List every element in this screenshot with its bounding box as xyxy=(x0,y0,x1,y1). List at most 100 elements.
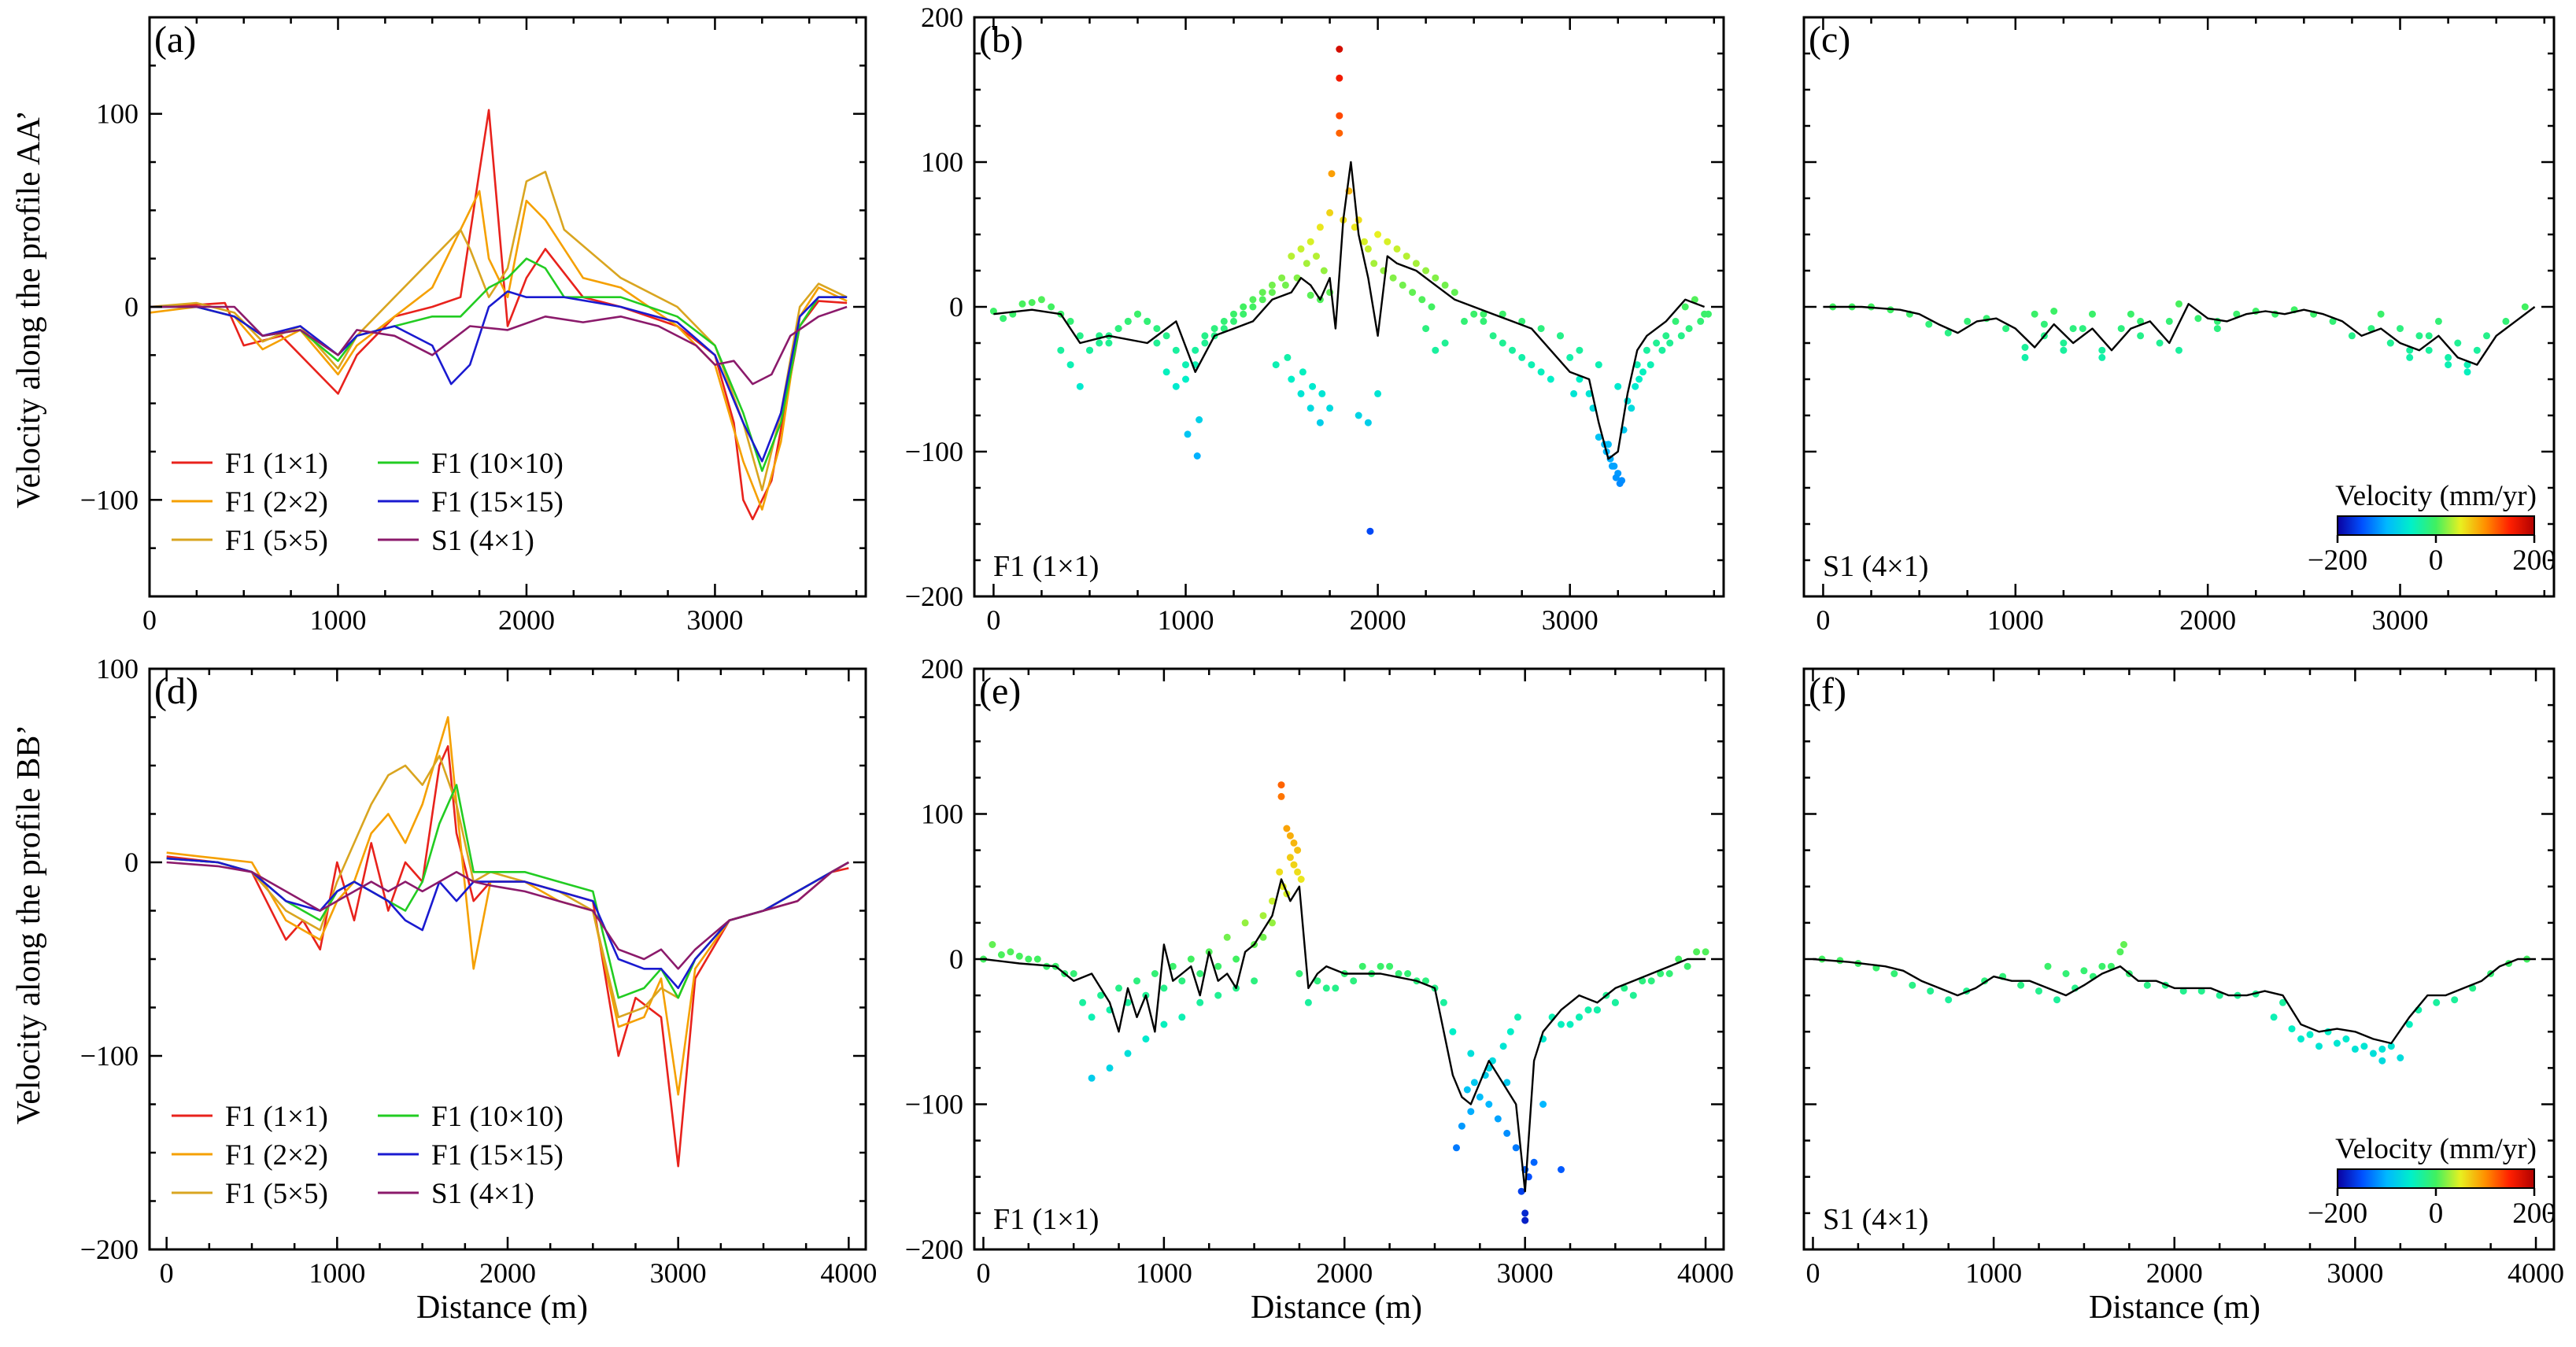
data-point xyxy=(1151,970,1159,977)
data-point xyxy=(1697,317,1705,325)
panel-label: (f) xyxy=(1809,670,1846,712)
data-point xyxy=(1294,868,1302,876)
data-point xyxy=(2098,346,2106,354)
data-point xyxy=(2127,310,2134,318)
data-point xyxy=(1182,375,1189,383)
data-point xyxy=(2233,310,2241,318)
data-point xyxy=(2483,332,2490,340)
data-point xyxy=(1096,339,1103,347)
data-point xyxy=(1570,389,1578,397)
data-point xyxy=(1105,339,1113,347)
data-point xyxy=(1241,919,1249,927)
plot-area-b xyxy=(989,46,1712,535)
x-tick-label: 3000 xyxy=(1497,1257,1554,1289)
data-point xyxy=(1470,310,1478,318)
data-point xyxy=(1187,955,1195,963)
x-tick-label: 2000 xyxy=(498,604,555,636)
data-point xyxy=(1657,970,1665,977)
data-point xyxy=(1358,962,1366,970)
colorbar xyxy=(2337,515,2535,536)
data-point xyxy=(2069,325,2077,333)
data-point xyxy=(1403,253,1410,260)
legend-label: F1 (2×2) xyxy=(225,486,328,519)
data-point xyxy=(1172,382,1180,390)
y-tick-label: 0 xyxy=(124,847,139,878)
data-point xyxy=(1258,296,1266,304)
data-point xyxy=(2297,1035,2304,1043)
y-axis-label-bottom: Velocity along the profile BB’ xyxy=(11,725,47,1125)
data-point xyxy=(1384,238,1391,245)
data-point xyxy=(1133,977,1140,985)
data-point xyxy=(1276,868,1284,876)
data-point xyxy=(1441,339,1449,347)
data-point xyxy=(2473,346,2481,354)
series-line-2 xyxy=(166,716,849,1096)
data-point xyxy=(1269,897,1276,905)
data-point xyxy=(1374,231,1382,238)
data-point xyxy=(2175,300,2182,308)
data-point xyxy=(1658,346,1666,354)
x-tick-label: 1000 xyxy=(1965,1257,2022,1289)
data-point xyxy=(1428,303,1436,311)
data-point xyxy=(2053,996,2060,1004)
x-tick-label: 1000 xyxy=(1987,604,2044,636)
data-point xyxy=(1316,419,1324,426)
data-point xyxy=(1449,1028,1457,1035)
data-point xyxy=(1351,223,1358,231)
y-tick-label: 100 xyxy=(921,146,963,178)
data-point xyxy=(2197,987,2205,995)
data-point xyxy=(1269,919,1276,927)
data-point xyxy=(1616,480,1624,487)
data-point xyxy=(1162,368,1170,376)
data-point xyxy=(2425,332,2433,340)
data-point xyxy=(2348,332,2356,340)
colorbar-tick-label: −200 xyxy=(2308,544,2367,577)
data-point xyxy=(2288,1025,2296,1033)
panel-label: (b) xyxy=(979,19,1023,61)
data-point xyxy=(1124,317,1132,325)
data-point xyxy=(1288,375,1295,383)
data-point xyxy=(1290,839,1298,847)
data-point xyxy=(1318,389,1326,397)
y-tick-label: −100 xyxy=(905,436,963,467)
data-point xyxy=(2463,368,2471,376)
data-point xyxy=(1286,832,1294,840)
data-point xyxy=(2080,967,2088,975)
data-point xyxy=(1306,404,1314,412)
y-tick-label: −100 xyxy=(80,484,139,515)
profile-line xyxy=(1823,303,2536,366)
data-point xyxy=(1503,1079,1511,1087)
data-point xyxy=(2387,1043,2395,1050)
data-point xyxy=(1326,209,1334,216)
data-point xyxy=(1685,325,1693,333)
x-tick-label: 2000 xyxy=(479,1257,536,1289)
axes-frame xyxy=(973,16,1725,598)
data-point xyxy=(1467,1108,1475,1116)
data-point xyxy=(2502,317,2510,325)
legend-label: F1 (1×1) xyxy=(225,448,328,480)
y-tick-label: −200 xyxy=(80,1234,139,1265)
data-point xyxy=(1007,948,1015,956)
x-tick-label: 1000 xyxy=(309,604,366,636)
data-point xyxy=(2031,310,2038,318)
data-point xyxy=(1303,260,1310,268)
data-point xyxy=(1240,303,1247,311)
data-point xyxy=(1277,792,1285,800)
data-point xyxy=(1361,238,1368,245)
data-point xyxy=(2521,303,2529,311)
legend-label: F1 (10×10) xyxy=(431,1101,564,1133)
legend-label: F1 (10×10) xyxy=(431,448,564,480)
data-point xyxy=(1675,955,1683,963)
x-tick-label: 0 xyxy=(160,1257,174,1289)
legend-label: F1 (1×1) xyxy=(225,1101,328,1133)
data-point xyxy=(1160,1020,1168,1028)
data-point xyxy=(1178,1013,1186,1021)
data-point xyxy=(2378,1045,2386,1053)
data-point xyxy=(1499,339,1506,347)
panel-annotation: F1 (1×1) xyxy=(993,550,1099,583)
data-point xyxy=(2425,346,2433,354)
data-point xyxy=(1693,948,1701,956)
data-point xyxy=(1432,274,1440,282)
data-point xyxy=(1653,339,1661,347)
